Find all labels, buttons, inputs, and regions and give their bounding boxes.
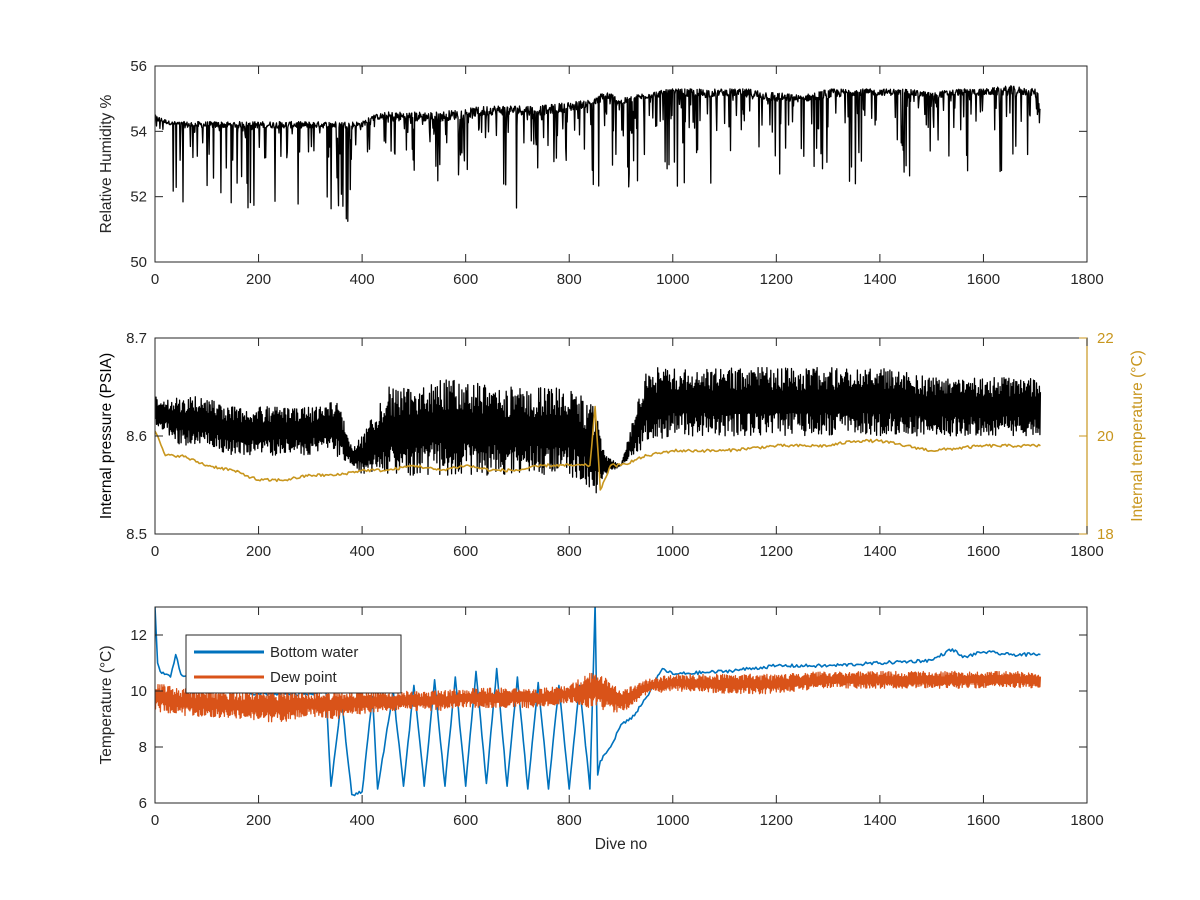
y-tick-label: 6 xyxy=(139,795,147,812)
x-tick-label: 1800 xyxy=(1070,812,1103,829)
x-tick-label: 1800 xyxy=(1070,271,1103,288)
x-tick-label: 1400 xyxy=(863,543,896,560)
x-tick-label: 1600 xyxy=(967,543,1000,560)
y-tick-label: 10 xyxy=(130,683,147,700)
x-tick-label: 600 xyxy=(453,812,478,829)
x-tick-label: 400 xyxy=(350,812,375,829)
panel-1: 0 200 400 600 800 1000 1200 1400 1600 1800 50 52 54 5… xyxy=(98,58,1104,288)
axes-box xyxy=(154,65,1088,263)
legend-box xyxy=(185,634,402,694)
series-2-2 xyxy=(155,405,1041,491)
x-tick-label: 1000 xyxy=(656,543,689,560)
plot-area xyxy=(155,85,1041,222)
x-tick-label: 600 xyxy=(453,543,478,560)
legend-label: Dew point xyxy=(270,669,338,686)
panel-2: 0 200 400 600 800 1000 1200 1400 1600 1800 8.5 8.6 8… xyxy=(98,330,1146,560)
y-axis-title: Temperature (°C) xyxy=(98,645,115,764)
x-tick-label: 800 xyxy=(557,543,582,560)
y2-tick-label: 18 xyxy=(1097,526,1114,543)
x-tick-label: 600 xyxy=(453,271,478,288)
x-tick-label: 1400 xyxy=(863,812,896,829)
x-tick-label: 1200 xyxy=(760,812,793,829)
panel-3: 0 200 400 600 800 1000 1200 1400 1600 1800 6 8 10 12 T… xyxy=(98,606,1104,853)
x-tick-label: 1000 xyxy=(656,271,689,288)
x-tick-label: 1600 xyxy=(967,812,1000,829)
y-tick-label: 8.5 xyxy=(126,526,147,543)
x-tick-label: 800 xyxy=(557,812,582,829)
x-tick-label: 1200 xyxy=(760,543,793,560)
x-tick-label: 1200 xyxy=(760,271,793,288)
y-tick-label: 12 xyxy=(130,627,147,644)
x-tick-label: 400 xyxy=(350,271,375,288)
x-tick-label: 800 xyxy=(557,271,582,288)
x-tick-label: 400 xyxy=(350,543,375,560)
series-2-1 xyxy=(155,366,1042,494)
x-tick-label: 0 xyxy=(151,271,159,288)
y-tick-label: 54 xyxy=(130,123,147,140)
x-tick-label: 1000 xyxy=(656,812,689,829)
y-tick-label: 52 xyxy=(130,189,147,206)
x-tick-label: 0 xyxy=(151,812,159,829)
plot-area xyxy=(155,366,1042,494)
y-axis-title: Internal pressure (PSIA) xyxy=(98,353,115,519)
x-axis-title: Dive no xyxy=(595,836,648,853)
x-tick-label: 200 xyxy=(246,543,271,560)
y-tick-label: 8.7 xyxy=(126,330,147,347)
y-tick-label: 8.6 xyxy=(126,428,147,445)
plot-area xyxy=(155,607,1042,797)
axes-box xyxy=(154,606,1088,804)
x-tick-label: 200 xyxy=(246,271,271,288)
x-tick-label: 0 xyxy=(151,543,159,560)
y-axis-title: Relative Humidity % xyxy=(98,94,115,233)
legend: Bottom water Dew point xyxy=(185,634,402,694)
y2-tick-label: 22 xyxy=(1097,330,1114,347)
y2-axis-title: Internal temperature (°C) xyxy=(1129,350,1146,522)
x-tick-label: 1600 xyxy=(967,271,1000,288)
y-tick-label: 50 xyxy=(130,254,147,271)
y2-tick-label: 20 xyxy=(1097,428,1114,445)
y-tick-label: 8 xyxy=(139,739,147,756)
series-1-1 xyxy=(155,85,1041,222)
x-tick-label: 1800 xyxy=(1070,543,1103,560)
y-tick-label: 56 xyxy=(130,58,147,75)
legend-label: Bottom water xyxy=(270,644,358,661)
x-tick-label: 200 xyxy=(246,812,271,829)
x-tick-label: 1400 xyxy=(863,271,896,288)
